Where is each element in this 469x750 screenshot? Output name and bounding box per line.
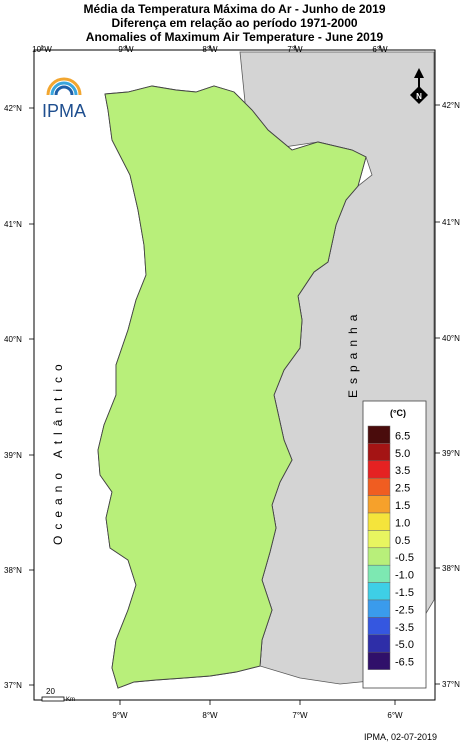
lon-label-bottom: 6°W (387, 711, 403, 720)
legend-label: 1.0 (395, 517, 410, 529)
legend-swatch (367, 460, 391, 479)
legend-swatch (367, 599, 391, 618)
lat-label-left: 40°N (4, 335, 22, 344)
legend-label: -1.0 (395, 570, 414, 582)
lon-label-bottom: 8°W (202, 711, 218, 720)
legend-item: 2.5 (367, 477, 410, 496)
map-title-english: Anomalies of Maximum Air Temperature - J… (85, 30, 384, 44)
legend-swatch (367, 582, 391, 601)
legend-title: (°C) (390, 408, 406, 418)
lon-label-top: 7°W (287, 45, 303, 54)
map-title: Média da Temperatura Máxima do Ar - Junh… (83, 2, 386, 16)
legend-item: -6.5 (367, 651, 414, 670)
legend: (°C) 6.5 5.0 3.5 2.5 1.5 1.0 0.5 -0.5 -1.0 -1.5 -2… (362, 400, 427, 689)
legend-swatch (367, 443, 391, 462)
legend-item: 1.0 (367, 512, 410, 531)
legend-label: 2.5 (395, 483, 410, 495)
legend-label: -2.5 (395, 604, 414, 616)
legend-label: -6.5 (395, 657, 414, 669)
scale-value: 20 (46, 687, 55, 696)
ocean-label: Oceano Atlântico (51, 358, 65, 545)
legend-label: 1.5 (395, 500, 410, 512)
legend-swatch (367, 495, 391, 514)
spain-label: Espanha (346, 309, 360, 398)
lon-label-top: 6°W (372, 45, 388, 54)
legend-item: 6.5 (367, 425, 410, 444)
credit-text: IPMA, 02-07-2019 (363, 732, 437, 742)
lat-label-left: 38°N (4, 566, 22, 575)
lon-label-top: 8°W (202, 45, 218, 54)
svg-text:N: N (416, 92, 422, 101)
lat-label-right: 38°N (442, 564, 460, 573)
legend-swatch (367, 547, 391, 566)
lat-label-left: 41°N (4, 220, 22, 229)
legend-item: 1.5 (367, 495, 410, 514)
legend-swatch (367, 634, 391, 653)
lon-label-top: 10°W (32, 45, 52, 54)
lat-label-left: 42°N (4, 104, 22, 113)
lon-label-top: 9°W (118, 45, 134, 54)
lon-label-bottom: 9°W (112, 711, 128, 720)
legend-item: 3.5 (367, 460, 410, 479)
legend-swatch (367, 651, 391, 670)
legend-item: -5.0 (367, 634, 414, 653)
legend-item: -1.0 (367, 564, 414, 583)
map-subtitle: Diferença em relação ao período 1971-200… (111, 16, 358, 30)
legend-swatch (367, 425, 391, 444)
lat-label-right: 42°N (442, 101, 460, 110)
north-arrow-icon: N (410, 68, 428, 104)
legend-swatch (367, 512, 391, 531)
legend-label: 0.5 (395, 535, 410, 547)
legend-label: 6.5 (395, 430, 410, 442)
legend-label: 3.5 (395, 465, 410, 477)
lat-label-left: 39°N (4, 451, 22, 460)
legend-item: -3.5 (367, 617, 414, 636)
lat-label-left: 37°N (4, 681, 22, 690)
scale-bar: 20 Km (41, 687, 75, 703)
legend-item: -2.5 (367, 599, 414, 618)
legend-item: 5.0 (367, 443, 410, 462)
legend-label: -3.5 (395, 622, 414, 634)
logo-text: IPMA (42, 101, 86, 121)
legend-swatch (367, 530, 391, 549)
lon-label-bottom: 7°W (292, 711, 308, 720)
lat-label-right: 37°N (442, 680, 460, 689)
legend-item: 0.5 (367, 530, 410, 549)
legend-label: -5.0 (395, 639, 414, 651)
legend-swatch (367, 564, 391, 583)
legend-swatch (367, 477, 391, 496)
lat-label-right: 39°N (442, 449, 460, 458)
lat-label-right: 40°N (442, 334, 460, 343)
ipma-logo: IPMA (42, 77, 86, 121)
lat-label-right: 41°N (442, 218, 460, 227)
legend-swatch (367, 617, 391, 636)
legend-label: -0.5 (395, 552, 414, 564)
legend-item: -1.5 (367, 582, 414, 601)
legend-item: -0.5 (367, 547, 414, 566)
legend-label: -1.5 (395, 587, 414, 599)
graticule-ticks (29, 45, 440, 705)
legend-label: 5.0 (395, 448, 410, 460)
scale-unit: Km (66, 697, 75, 703)
